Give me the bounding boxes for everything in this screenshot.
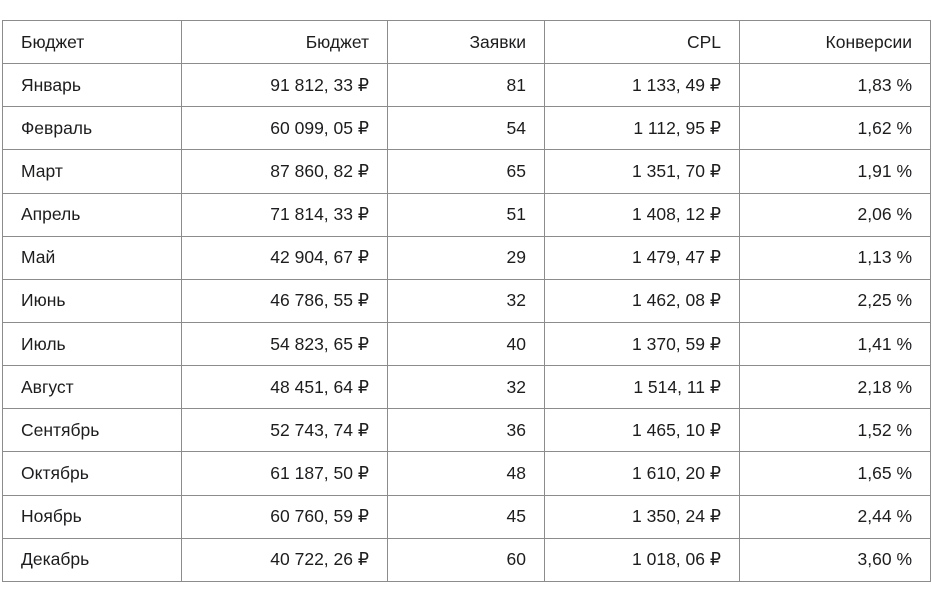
cpl-cell: 1 350, 24 ₽ xyxy=(544,494,740,539)
table-row: Апрель 71 814, 33 ₽51 1 408, 12 ₽2,06 % xyxy=(2,192,931,237)
month-cell: Май xyxy=(2,235,182,280)
budget-cell: 54 823, 65 ₽ xyxy=(181,321,388,367)
budget-cell: 91 812, 33 ₽ xyxy=(181,63,388,108)
month-cell: Сентябрь xyxy=(2,408,182,453)
leads-cell: 32 xyxy=(387,278,545,323)
budget-cell: 60 099, 05 ₽ xyxy=(181,106,388,151)
column-header-budget: Бюджет xyxy=(181,19,388,65)
table-row: Май 42 904, 67 ₽29 1 479, 47 ₽1,13 % xyxy=(2,235,931,280)
cpl-cell: 1 370, 59 ₽ xyxy=(544,321,740,367)
month-cell: Январь xyxy=(2,63,182,108)
conversion-cell: 2,06 % xyxy=(739,192,931,237)
cpl-cell: 1 018, 06 ₽ xyxy=(544,537,740,582)
month-cell: Март xyxy=(2,149,182,194)
column-header-month: Бюджет xyxy=(2,19,182,65)
cpl-cell: 1 465, 10 ₽ xyxy=(544,408,740,453)
conversion-cell: 1,52 % xyxy=(739,408,931,453)
table-header-row: Бюджет Бюджет Заявки CPL Конверсии xyxy=(2,19,931,65)
cpl-cell: 1 610, 20 ₽ xyxy=(544,451,740,496)
budget-cell: 52 743, 74 ₽ xyxy=(181,408,388,453)
table-row: Сентябрь 52 743, 74 ₽36 1 465, 10 ₽1,52 % xyxy=(2,408,931,453)
table-row: Июль 54 823, 65 ₽40 1 370, 59 ₽1,41 % xyxy=(2,321,931,367)
table-row: Август 48 451, 64 ₽32 1 514, 11 ₽2,18 % xyxy=(2,365,931,410)
conversion-cell: 1,91 % xyxy=(739,149,931,194)
table-row: Декабрь 40 722, 26 ₽60 1 018, 06 ₽3,60 % xyxy=(2,537,931,582)
conversion-cell: 2,25 % xyxy=(739,278,931,323)
cpl-cell: 1 351, 70 ₽ xyxy=(544,149,740,194)
cpl-cell: 1 514, 11 ₽ xyxy=(544,365,740,410)
leads-cell: 36 xyxy=(387,408,545,453)
budget-report-table: Бюджет Бюджет Заявки CPL Конверсии Январ… xyxy=(2,19,931,582)
table-row: Январь 91 812, 33 ₽81 1 133, 49 ₽1,83 % xyxy=(2,63,931,108)
budget-cell: 87 860, 82 ₽ xyxy=(181,149,388,194)
conversion-cell: 2,18 % xyxy=(739,365,931,410)
leads-cell: 48 xyxy=(387,451,545,496)
leads-cell: 29 xyxy=(387,235,545,280)
table-row: Февраль 60 099, 05 ₽54 1 112, 95 ₽1,62 % xyxy=(2,106,931,151)
month-cell: Декабрь xyxy=(2,537,182,582)
budget-cell: 40 722, 26 ₽ xyxy=(181,537,388,582)
leads-cell: 45 xyxy=(387,494,545,539)
column-header-cpl: CPL xyxy=(544,19,740,65)
month-cell: Февраль xyxy=(2,106,182,151)
cpl-cell: 1 462, 08 ₽ xyxy=(544,278,740,323)
month-cell: Октябрь xyxy=(2,451,182,496)
cpl-cell: 1 408, 12 ₽ xyxy=(544,192,740,237)
table-row: Март 87 860, 82 ₽65 1 351, 70 ₽1,91 % xyxy=(2,149,931,194)
table-row: Ноябрь 60 760, 59 ₽45 1 350, 24 ₽2,44 % xyxy=(2,494,931,539)
budget-cell: 42 904, 67 ₽ xyxy=(181,235,388,280)
leads-cell: 40 xyxy=(387,321,545,367)
month-cell: Июль xyxy=(2,321,182,367)
cpl-cell: 1 112, 95 ₽ xyxy=(544,106,740,151)
budget-cell: 60 760, 59 ₽ xyxy=(181,494,388,539)
conversion-cell: 1,65 % xyxy=(739,451,931,496)
month-cell: Август xyxy=(2,365,182,410)
conversion-cell: 1,41 % xyxy=(739,321,931,367)
conversion-cell: 1,62 % xyxy=(739,106,931,151)
month-cell: Июнь xyxy=(2,278,182,323)
budget-cell: 71 814, 33 ₽ xyxy=(181,192,388,237)
leads-cell: 32 xyxy=(387,365,545,410)
month-cell: Апрель xyxy=(2,192,182,237)
leads-cell: 51 xyxy=(387,192,545,237)
month-cell: Ноябрь xyxy=(2,494,182,539)
conversion-cell: 1,13 % xyxy=(739,235,931,280)
column-header-conversion: Конверсии xyxy=(739,19,931,65)
cpl-cell: 1 133, 49 ₽ xyxy=(544,63,740,108)
budget-cell: 61 187, 50 ₽ xyxy=(181,451,388,496)
leads-cell: 54 xyxy=(387,106,545,151)
cpl-cell: 1 479, 47 ₽ xyxy=(544,235,740,280)
budget-cell: 48 451, 64 ₽ xyxy=(181,365,388,410)
leads-cell: 60 xyxy=(387,537,545,582)
leads-cell: 65 xyxy=(387,149,545,194)
conversion-cell: 1,83 % xyxy=(739,63,931,108)
table-row: Октябрь 61 187, 50 ₽48 1 610, 20 ₽1,65 % xyxy=(2,451,931,496)
leads-cell: 81 xyxy=(387,63,545,108)
table-row: Июнь 46 786, 55 ₽32 1 462, 08 ₽2,25 % xyxy=(2,278,931,323)
budget-cell: 46 786, 55 ₽ xyxy=(181,278,388,323)
conversion-cell: 3,60 % xyxy=(739,537,931,582)
table-body: Январь 91 812, 33 ₽81 1 133, 49 ₽1,83 % Фев… xyxy=(2,63,931,582)
column-header-leads: Заявки xyxy=(387,19,545,65)
conversion-cell: 2,44 % xyxy=(739,494,931,539)
